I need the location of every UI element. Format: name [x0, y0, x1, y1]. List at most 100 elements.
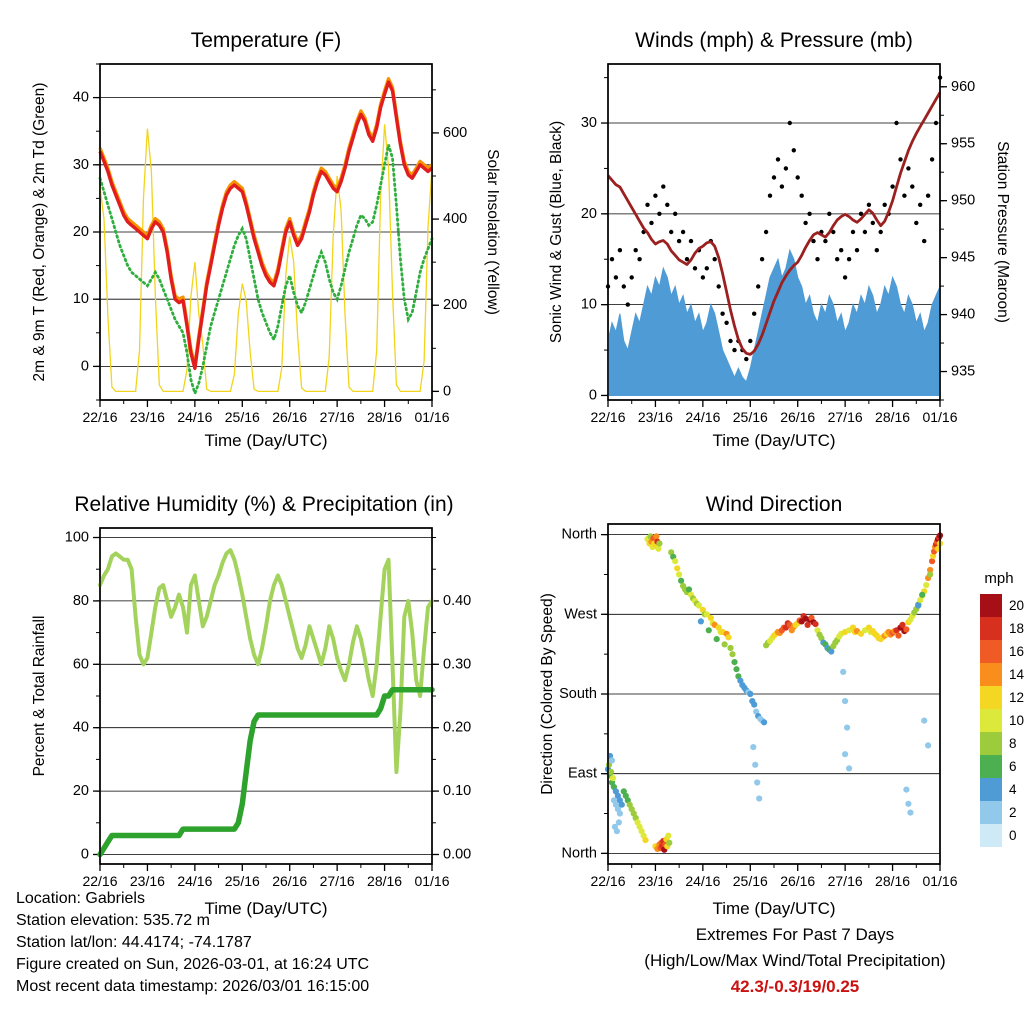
svg-text:30: 30	[581, 115, 597, 131]
svg-text:0: 0	[81, 846, 89, 862]
panel-title-wind-pressure: Winds (mph) & Pressure (mb)	[635, 29, 913, 52]
svg-text:8: 8	[1009, 736, 1017, 751]
svg-text:North: North	[562, 845, 597, 861]
svg-text:23/16: 23/16	[130, 873, 165, 889]
svg-text:0.10: 0.10	[443, 783, 471, 799]
svg-text:600: 600	[443, 125, 467, 141]
xaxis-label-wind-pressure: Time (Day/UTC)	[712, 431, 836, 450]
precip-line	[97, 686, 435, 858]
svg-text:26/16: 26/16	[272, 873, 307, 889]
svg-text:28/16: 28/16	[367, 873, 402, 889]
svg-text:South: South	[559, 686, 597, 702]
yaxis-label-wind-gust: Sonic Wind & Gust (Blue, Black)	[548, 120, 565, 344]
solar-insolation-line	[99, 124, 433, 393]
svg-text:18: 18	[1009, 621, 1024, 636]
xaxis-label-rh-precip: Time (Day/UTC)	[204, 899, 328, 918]
svg-text:40: 40	[73, 720, 89, 736]
svg-text:24/16: 24/16	[177, 873, 212, 889]
xaxis-label-wind-direction: Time (Day/UTC)	[712, 899, 836, 918]
svg-text:mph: mph	[984, 570, 1013, 587]
svg-text:28/16: 28/16	[875, 873, 910, 889]
wind-direction-panel: North East South West North 22/16 23/16 24/16 25…	[559, 523, 1024, 889]
svg-text:20: 20	[581, 206, 597, 222]
svg-text:North: North	[562, 527, 597, 543]
panel-title-wind-direction: Wind Direction	[705, 493, 843, 516]
extremes-subheading: (High/Low/Max Wind/Total Precipitation)	[644, 951, 946, 970]
svg-text:01/16: 01/16	[922, 409, 957, 425]
svg-text:24/16: 24/16	[685, 873, 720, 889]
extremes-values: 42.3/-0.3/19/0.25	[730, 977, 860, 996]
svg-text:23/16: 23/16	[638, 409, 673, 425]
svg-text:25/16: 25/16	[733, 873, 768, 889]
svg-text:22/16: 22/16	[82, 873, 117, 889]
extremes-heading: Extremes For Past 7 Days	[695, 925, 895, 944]
direction-scatter	[604, 532, 944, 853]
svg-text:955: 955	[951, 136, 975, 152]
svg-text:01/16: 01/16	[922, 873, 957, 889]
sonic-wind-area	[607, 248, 941, 396]
dewpoint-line	[98, 144, 434, 398]
svg-text:0.20: 0.20	[443, 720, 471, 736]
speed-colorbar: mph 20+ 18 16 14 12 10 8 6 4 2 0	[980, 570, 1024, 847]
yaxis-label-solar-insolation: Solar Insolation (Yellow)	[484, 149, 501, 315]
svg-text:25/16: 25/16	[225, 873, 260, 889]
svg-text:26/16: 26/16	[272, 409, 307, 425]
svg-text:20: 20	[73, 224, 89, 240]
svg-text:27/16: 27/16	[828, 873, 863, 889]
svg-text:100: 100	[65, 530, 89, 546]
yaxis-label-percent-rainfall: Percent & Total Rainfall	[31, 615, 48, 777]
svg-text:80: 80	[73, 593, 89, 609]
svg-text:960: 960	[951, 79, 975, 95]
svg-text:27/16: 27/16	[320, 409, 355, 425]
svg-text:01/16: 01/16	[414, 873, 449, 889]
svg-text:26/16: 26/16	[780, 873, 815, 889]
svg-text:16: 16	[1009, 644, 1024, 659]
svg-text:12: 12	[1009, 690, 1024, 705]
svg-text:28/16: 28/16	[367, 409, 402, 425]
svg-text:2: 2	[1009, 805, 1017, 820]
svg-text:25/16: 25/16	[225, 409, 260, 425]
humidity-line	[98, 548, 434, 775]
svg-text:400: 400	[443, 211, 467, 227]
svg-text:0: 0	[81, 358, 89, 374]
footer-elevation: Station elevation: 535.72 m	[16, 912, 210, 929]
svg-text:27/16: 27/16	[320, 873, 355, 889]
svg-text:10: 10	[73, 291, 89, 307]
footer-location: Location: Gabriels	[16, 890, 145, 907]
svg-text:0.00: 0.00	[443, 846, 471, 862]
svg-text:24/16: 24/16	[685, 409, 720, 425]
temp-9m-line	[98, 77, 434, 367]
svg-text:0: 0	[1009, 828, 1017, 843]
temp-2m-line	[98, 80, 434, 371]
svg-text:40: 40	[73, 90, 89, 106]
svg-text:24/16: 24/16	[177, 409, 212, 425]
svg-text:27/16: 27/16	[828, 409, 863, 425]
svg-text:22/16: 22/16	[82, 409, 117, 425]
svg-text:940: 940	[951, 307, 975, 323]
rh-precip-panel: 0 20 40 60 80 100 0.00 0.10 0.20 0.30 0.40 22/16 23/…	[65, 527, 471, 889]
svg-text:20+: 20+	[1009, 598, 1024, 613]
panel-title-rh-precip: Relative Humidity (%) & Precipitation (i…	[74, 493, 454, 516]
panel-title-temperature: Temperature (F)	[190, 29, 342, 52]
svg-text:01/16: 01/16	[414, 409, 449, 425]
footer-created: Figure created on Sun, 2026-03-01, at 16…	[16, 956, 370, 973]
svg-text:4: 4	[1009, 782, 1017, 797]
svg-text:22/16: 22/16	[590, 873, 625, 889]
svg-text:6: 6	[1009, 759, 1017, 774]
svg-text:0: 0	[443, 383, 451, 399]
svg-text:30: 30	[73, 157, 89, 173]
station-info-block: Location: Gabriels Station elevation: 53…	[16, 888, 369, 998]
svg-text:East: East	[568, 766, 597, 782]
yaxis-label-wind-direction: Direction (Colored By Speed)	[539, 593, 556, 795]
svg-text:23/16: 23/16	[130, 409, 165, 425]
svg-text:23/16: 23/16	[638, 873, 673, 889]
svg-text:14: 14	[1009, 667, 1024, 682]
wind-pressure-panel: 0 10 20 30 935 940 945 950 955 960 22/16 23/16 24/16…	[581, 63, 975, 425]
svg-text:60: 60	[73, 656, 89, 672]
svg-text:935: 935	[951, 364, 975, 380]
svg-text:0.40: 0.40	[443, 593, 471, 609]
svg-text:10: 10	[581, 297, 597, 313]
